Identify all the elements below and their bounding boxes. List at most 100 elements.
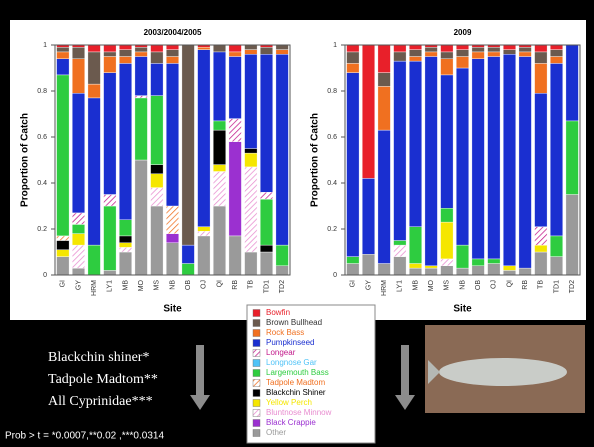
bar-segment bbox=[119, 220, 132, 236]
legend-label: Tadpole Madtom bbox=[266, 378, 325, 387]
legend-swatch bbox=[253, 340, 260, 347]
bar-segment bbox=[550, 236, 563, 257]
bar-segment bbox=[362, 254, 375, 275]
bar-segment bbox=[72, 245, 85, 268]
bar-segment bbox=[425, 52, 438, 57]
y-tick-label: 0.8 bbox=[327, 88, 337, 95]
bar-segment bbox=[456, 45, 469, 50]
bar-segment bbox=[229, 142, 242, 236]
x-tick-label: QI bbox=[216, 280, 223, 287]
bar-segment bbox=[119, 63, 132, 219]
bar-segment bbox=[198, 227, 211, 232]
bar-segment bbox=[441, 45, 454, 52]
legend-swatch bbox=[253, 360, 260, 367]
legend-swatch bbox=[253, 370, 260, 377]
x-tick-label: OJ bbox=[491, 280, 498, 289]
bar-segment bbox=[456, 245, 469, 268]
bar-segment bbox=[198, 231, 211, 236]
bar-segment bbox=[198, 50, 211, 227]
y-tick-label: 0.6 bbox=[327, 134, 337, 141]
bar-segment bbox=[151, 206, 164, 275]
bar-segment bbox=[72, 234, 85, 246]
bar-segment bbox=[519, 52, 532, 57]
bar-segment bbox=[394, 241, 407, 246]
legend-label: Black Crappie bbox=[266, 418, 316, 427]
bar-segment bbox=[119, 57, 132, 64]
bar-segment bbox=[276, 266, 289, 275]
note: All Cyprinidae*** bbox=[48, 394, 153, 409]
legend-swatch bbox=[253, 410, 260, 417]
x-tick-label: HRM bbox=[91, 280, 98, 296]
bar-segment bbox=[276, 245, 289, 266]
bar-segment bbox=[441, 59, 454, 75]
bar-segment bbox=[409, 57, 422, 62]
bar-segment bbox=[347, 52, 360, 64]
x-tick-label: MO bbox=[138, 279, 145, 291]
bar-segment bbox=[488, 259, 501, 264]
x-axis-label: Site bbox=[163, 304, 182, 315]
bar-segment bbox=[347, 63, 360, 72]
bar-segment bbox=[213, 172, 226, 207]
bar-segment bbox=[441, 52, 454, 59]
y-tick-label: 0.2 bbox=[327, 226, 337, 233]
bar-segment bbox=[535, 63, 548, 93]
x-tick-label: OB bbox=[475, 280, 482, 290]
legend-swatch bbox=[253, 320, 260, 327]
bar-segment bbox=[535, 252, 548, 275]
y-tick-label: 1 bbox=[333, 42, 337, 49]
bar-segment bbox=[456, 268, 469, 275]
bar-segment bbox=[409, 264, 422, 269]
bar-segment bbox=[378, 45, 391, 73]
bar-segment bbox=[166, 50, 179, 57]
x-tick-label: TB bbox=[538, 280, 545, 289]
bar-segment bbox=[260, 47, 273, 54]
bar-segment bbox=[362, 45, 375, 178]
bar-segment bbox=[213, 45, 226, 52]
bar-segment bbox=[378, 264, 391, 276]
legend-label: Yellow Perch bbox=[266, 398, 312, 407]
bar-segment bbox=[535, 45, 548, 52]
bar-segment bbox=[519, 47, 532, 52]
bar-segment bbox=[135, 98, 148, 160]
probability-note: Prob > t = *0.0007,**0.02 ,***0.0314 bbox=[5, 431, 164, 442]
x-tick-label: GY bbox=[75, 280, 82, 290]
bar-segment bbox=[409, 227, 422, 264]
bar-segment bbox=[88, 45, 101, 52]
bar-segment bbox=[488, 52, 501, 57]
bar-segment bbox=[119, 243, 132, 248]
legend-swatch bbox=[253, 390, 260, 397]
y-tick-label: 0.2 bbox=[37, 226, 47, 233]
bar-segment bbox=[519, 57, 532, 269]
bar-segment bbox=[550, 45, 563, 50]
bar-segment bbox=[347, 264, 360, 276]
bar-segment bbox=[57, 52, 70, 59]
bar-segment bbox=[166, 243, 179, 275]
x-tick-label: NB bbox=[169, 280, 176, 290]
bar-segment bbox=[119, 50, 132, 57]
legend-label: Longnose Gar bbox=[266, 358, 317, 367]
bar-segment bbox=[213, 130, 226, 165]
bar-segment bbox=[566, 121, 579, 195]
bar-segment bbox=[166, 45, 179, 50]
bar-segment bbox=[472, 259, 485, 266]
legend-label: Blackchin Shiner bbox=[266, 388, 326, 397]
y-tick-label: 0 bbox=[43, 272, 47, 279]
bar-segment bbox=[566, 45, 579, 121]
bar-segment bbox=[229, 119, 242, 142]
arrow bbox=[196, 345, 204, 395]
bar-segment bbox=[394, 257, 407, 275]
bar-segment bbox=[362, 178, 375, 254]
bar-segment bbox=[198, 47, 211, 49]
bar-segment bbox=[503, 45, 516, 50]
x-tick-label: LY1 bbox=[107, 280, 114, 292]
bar-segment bbox=[245, 149, 258, 154]
bar-segment bbox=[409, 50, 422, 57]
bar-segment bbox=[394, 61, 407, 240]
bar-segment bbox=[72, 268, 85, 275]
bar-segment bbox=[245, 252, 258, 275]
bar-segment bbox=[119, 236, 132, 243]
bar-segment bbox=[535, 93, 548, 226]
bar-segment bbox=[441, 259, 454, 266]
bar-segment bbox=[166, 57, 179, 64]
bar-segment bbox=[425, 266, 438, 268]
